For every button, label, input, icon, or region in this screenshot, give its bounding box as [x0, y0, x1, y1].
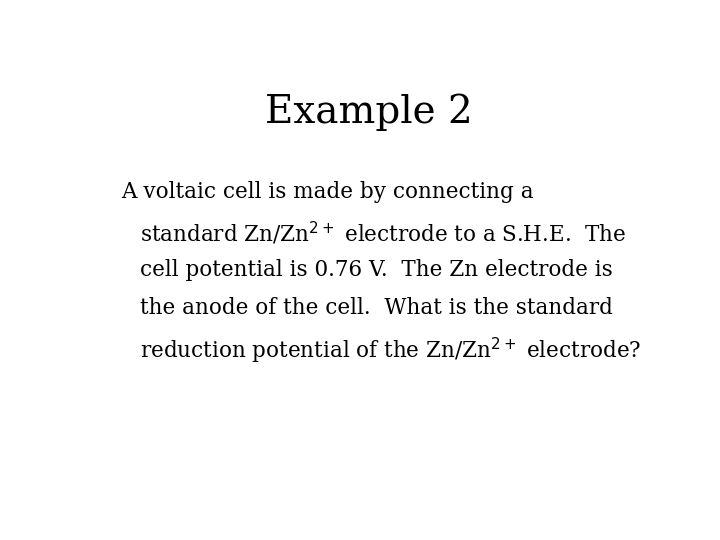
Text: the anode of the cell.  What is the standard: the anode of the cell. What is the stand… [140, 297, 613, 319]
Text: reduction potential of the Zn/Zn$^{2+}$ electrode?: reduction potential of the Zn/Zn$^{2+}$ … [140, 336, 642, 366]
Text: standard Zn/Zn$^{2+}$ electrode to a S.H.E.  The: standard Zn/Zn$^{2+}$ electrode to a S.H… [140, 220, 626, 247]
Text: Example 2: Example 2 [265, 94, 473, 131]
Text: cell potential is 0.76 V.  The Zn electrode is: cell potential is 0.76 V. The Zn electro… [140, 259, 613, 281]
Text: A voltaic cell is made by connecting a: A voltaic cell is made by connecting a [121, 181, 534, 203]
